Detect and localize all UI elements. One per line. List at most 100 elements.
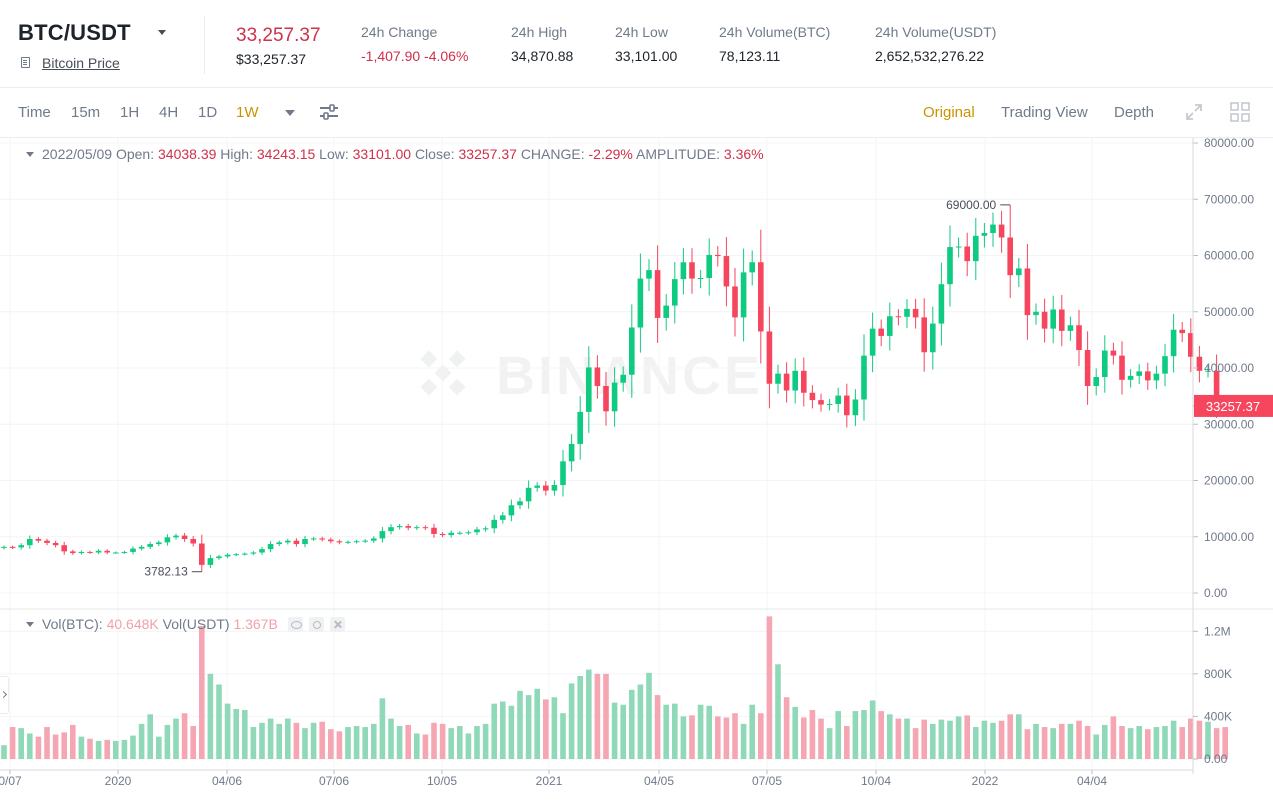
candle-body bbox=[801, 370, 807, 393]
candle-body bbox=[457, 532, 463, 534]
candle-body bbox=[250, 552, 257, 554]
volume-bar bbox=[336, 731, 343, 759]
candle-body bbox=[1179, 329, 1185, 334]
volume-tick-label: 800K bbox=[1204, 667, 1232, 681]
candle-body bbox=[938, 284, 945, 324]
volume-bar bbox=[190, 726, 196, 759]
candle-body bbox=[396, 526, 403, 528]
candle-body bbox=[491, 519, 497, 529]
volume-bar bbox=[1, 745, 7, 759]
candle-body bbox=[835, 395, 841, 404]
volume-bar bbox=[912, 728, 919, 759]
interval-1h[interactable]: 1H bbox=[120, 104, 140, 121]
candle-body bbox=[809, 392, 816, 401]
volume-bar bbox=[1162, 726, 1168, 759]
candle-body bbox=[95, 550, 102, 553]
candle-body bbox=[439, 533, 446, 536]
volume-bar bbox=[9, 727, 16, 759]
price-tick-label: 80000.00 bbox=[1204, 138, 1254, 150]
volume-bar bbox=[121, 739, 128, 759]
stat-label: 24h Change bbox=[361, 24, 438, 40]
volume-bar bbox=[1188, 718, 1194, 759]
volume-bar bbox=[706, 705, 712, 759]
volume-bar bbox=[758, 713, 764, 759]
legend-amplitude: 3.36% bbox=[723, 146, 764, 162]
grid-icon[interactable] bbox=[1230, 102, 1250, 122]
candle-body bbox=[1196, 356, 1203, 371]
candle-body bbox=[121, 551, 128, 553]
volume-bar bbox=[603, 673, 609, 759]
volume-bar bbox=[1196, 720, 1203, 759]
candle-body bbox=[1059, 309, 1065, 331]
volume-tick-label: 0.00 bbox=[1204, 752, 1228, 766]
volume-bar bbox=[749, 704, 755, 759]
eye-icon[interactable] bbox=[287, 617, 303, 632]
volume-bar bbox=[938, 719, 945, 759]
candle-body bbox=[1136, 371, 1142, 376]
collapse-chevron-icon[interactable] bbox=[26, 152, 34, 157]
chart-toolbar: Time 15m 1H 4H 1D 1W Original Trading Vi… bbox=[0, 88, 1273, 138]
volume-bar bbox=[173, 718, 179, 759]
candle-body bbox=[654, 270, 661, 318]
expand-icon[interactable] bbox=[1184, 102, 1204, 122]
volume-bar bbox=[611, 702, 618, 759]
more-intervals-chevron-icon[interactable] bbox=[285, 110, 295, 116]
candle-body bbox=[216, 556, 222, 559]
price-chart[interactable]: 80000.00 70000.00 60000.00 50000.00 40000.00… bbox=[0, 138, 1273, 802]
side-panel-toggle[interactable] bbox=[0, 676, 9, 714]
sliders-icon[interactable] bbox=[319, 103, 339, 121]
candle-body bbox=[775, 373, 781, 384]
candle-body bbox=[560, 461, 566, 485]
candle-body bbox=[414, 527, 420, 529]
candle-body bbox=[878, 328, 884, 336]
candle-body bbox=[18, 545, 24, 548]
coin-info-link[interactable]: Bitcoin Price bbox=[42, 55, 120, 71]
candle-body bbox=[1016, 268, 1022, 276]
candle-body bbox=[87, 551, 93, 553]
collapse-chevron-icon[interactable] bbox=[26, 622, 34, 627]
interval-4h[interactable]: 4H bbox=[159, 104, 179, 121]
price-tick-label: 0.00 bbox=[1204, 586, 1228, 600]
pair-name[interactable]: BTC/USDT bbox=[18, 20, 131, 45]
volume-bar bbox=[1007, 714, 1013, 759]
gear-icon[interactable] bbox=[308, 617, 324, 632]
volume-bar bbox=[319, 721, 325, 759]
close-icon[interactable] bbox=[329, 617, 345, 632]
volume-bar bbox=[1136, 726, 1142, 759]
volume-bar bbox=[44, 727, 50, 759]
candle-body bbox=[310, 538, 317, 540]
volume-bar bbox=[104, 739, 110, 759]
volume-bar bbox=[362, 727, 368, 759]
volume-bar bbox=[1119, 726, 1125, 759]
candle-body bbox=[371, 538, 377, 541]
candle-body bbox=[259, 549, 265, 553]
candle-body bbox=[113, 552, 119, 554]
volume-legend: Vol(BTC): 40.648K Vol(USDT) 1.367B bbox=[26, 616, 345, 632]
volume-bar bbox=[1102, 724, 1108, 759]
candle-body bbox=[904, 308, 910, 317]
view-trading-view[interactable]: Trading View bbox=[1001, 104, 1088, 121]
volume-bar bbox=[216, 684, 222, 759]
interval-1d[interactable]: 1D bbox=[198, 104, 218, 121]
volume-bar bbox=[276, 723, 282, 759]
chevron-down-icon[interactable] bbox=[158, 30, 166, 35]
legend-change-label: CHANGE: bbox=[520, 146, 585, 162]
volume-bar bbox=[637, 684, 644, 759]
candle-body bbox=[887, 316, 893, 336]
volume-bar bbox=[1179, 727, 1185, 759]
interval-15m[interactable]: 15m bbox=[71, 104, 101, 121]
view-depth[interactable]: Depth bbox=[1114, 104, 1155, 121]
view-original[interactable]: Original bbox=[923, 104, 975, 121]
interval-time[interactable]: Time bbox=[18, 104, 51, 121]
candle-body bbox=[242, 553, 248, 555]
time-tick-label: 04/05 bbox=[644, 774, 674, 788]
candle-body bbox=[646, 270, 652, 279]
volume-bar bbox=[500, 701, 506, 759]
candle-body bbox=[190, 539, 196, 544]
candle-body bbox=[448, 532, 454, 536]
interval-1w[interactable]: 1W bbox=[236, 104, 259, 121]
volume-bar bbox=[482, 723, 489, 759]
stat-label: 24h Low bbox=[615, 24, 668, 40]
volume-bar bbox=[1067, 723, 1074, 759]
legend-low: 33101.00 bbox=[352, 146, 412, 162]
